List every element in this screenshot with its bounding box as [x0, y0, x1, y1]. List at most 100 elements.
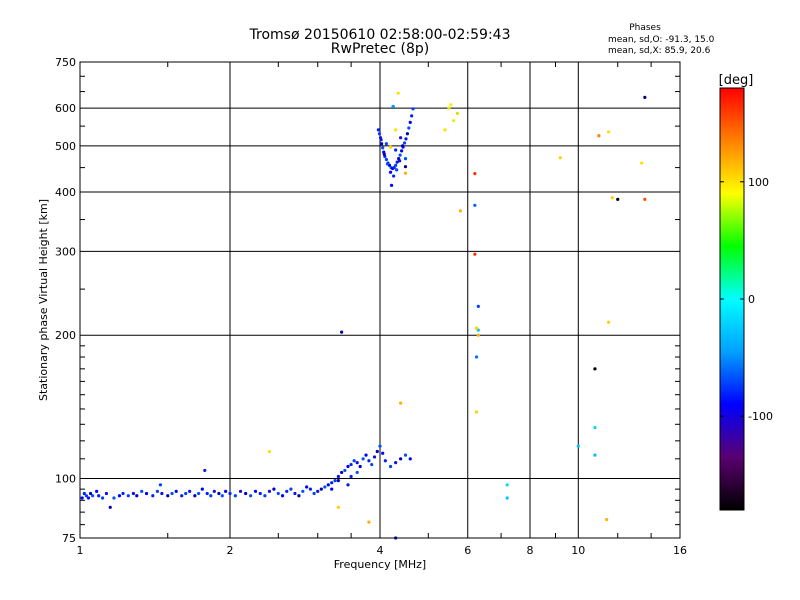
data-point [606, 130, 611, 134]
data-point [358, 464, 362, 469]
data-point [212, 489, 216, 493]
data-point [355, 470, 359, 475]
data-point [558, 156, 562, 160]
data-point [384, 142, 388, 146]
data-point [394, 461, 398, 465]
data-point [160, 491, 164, 496]
data-point [474, 410, 479, 414]
phase-stats-x: mean, sd,X: 85.9, 20.6 [608, 46, 711, 56]
phase-stats-title: Phases [629, 23, 661, 33]
y-axis-label: Stationary phase Virtual Height [km] [37, 199, 50, 401]
phase-colorbar: 100 0 -100 [719, 87, 773, 511]
data-point [396, 91, 400, 95]
data-point [330, 487, 334, 491]
data-point [323, 485, 327, 489]
colorbar-tick-label: 100 [748, 176, 769, 189]
data-point [86, 496, 91, 500]
data-point [458, 209, 463, 213]
data-point [447, 106, 451, 110]
data-point [151, 494, 155, 498]
data-point [380, 142, 384, 146]
data-point [108, 505, 112, 509]
data-point [95, 489, 99, 493]
data-point [100, 496, 105, 500]
data-point [376, 128, 380, 132]
data-point [379, 138, 383, 142]
data-point [349, 462, 353, 467]
data-point [263, 494, 267, 498]
data-point [336, 505, 340, 509]
data-point [217, 491, 221, 496]
data-point [197, 491, 201, 496]
data-point [316, 489, 320, 493]
data-point [297, 494, 301, 498]
data-point [330, 481, 334, 485]
data-point [473, 252, 477, 256]
y-tick-label: 600 [55, 102, 76, 115]
data-point [382, 152, 386, 156]
data-point [593, 367, 597, 371]
data-point [399, 136, 403, 140]
data-point [220, 494, 224, 498]
data-point [233, 494, 237, 498]
data-point [253, 489, 258, 493]
data-point [361, 457, 365, 461]
data-point [394, 163, 398, 167]
data-point [289, 487, 293, 491]
y-tick-label: 750 [55, 56, 76, 69]
data-point [80, 496, 84, 500]
data-point [346, 483, 350, 487]
data-point [576, 444, 580, 448]
data-point [305, 485, 309, 489]
data-point [643, 95, 647, 99]
data-point [267, 489, 272, 493]
data-point [395, 160, 399, 164]
data-point [474, 355, 479, 359]
data-point [131, 491, 136, 496]
data-point [408, 120, 412, 124]
data-point [643, 197, 647, 201]
data-point [333, 479, 337, 483]
x-tick-label: 1 [77, 544, 84, 557]
data-point [170, 491, 174, 496]
data-point [400, 144, 405, 148]
data-point [340, 470, 344, 475]
data-point [473, 172, 477, 176]
data-point [476, 333, 480, 337]
data-point [193, 494, 197, 498]
data-point [188, 489, 192, 493]
data-point [375, 449, 379, 454]
data-point [258, 491, 262, 496]
data-point [343, 468, 347, 473]
x-tick-label: 2 [227, 544, 234, 557]
y-tick-label: 300 [55, 245, 76, 258]
x-tick-label: 4 [377, 544, 384, 557]
y-tick-label: 100 [55, 473, 76, 486]
data-point [381, 146, 385, 150]
colorbar-label: [deg] [719, 73, 754, 88]
data-point [126, 494, 130, 498]
phase-stats-o: mean, sd,O: -91.3, 15.0 [608, 35, 715, 45]
y-tick-label: 75 [62, 532, 76, 545]
data-point [367, 459, 371, 463]
data-point [355, 461, 359, 465]
x-tick-label: 8 [527, 544, 534, 557]
data-point [410, 114, 414, 118]
data-point [293, 491, 297, 496]
data-point [616, 197, 620, 201]
data-point [404, 137, 408, 141]
data-point [370, 462, 374, 467]
data-point [326, 483, 330, 487]
data-point [372, 455, 377, 459]
data-point [91, 494, 95, 498]
x-axis-label: Frequency [MHz] [334, 558, 426, 571]
data-point [449, 103, 453, 107]
data-point [392, 166, 396, 170]
y-tick-label: 500 [55, 140, 76, 153]
data-point [610, 196, 614, 200]
data-point [144, 491, 149, 496]
data-point [280, 494, 285, 498]
data-point [200, 487, 204, 491]
data-point [473, 203, 477, 207]
data-point [272, 487, 276, 491]
